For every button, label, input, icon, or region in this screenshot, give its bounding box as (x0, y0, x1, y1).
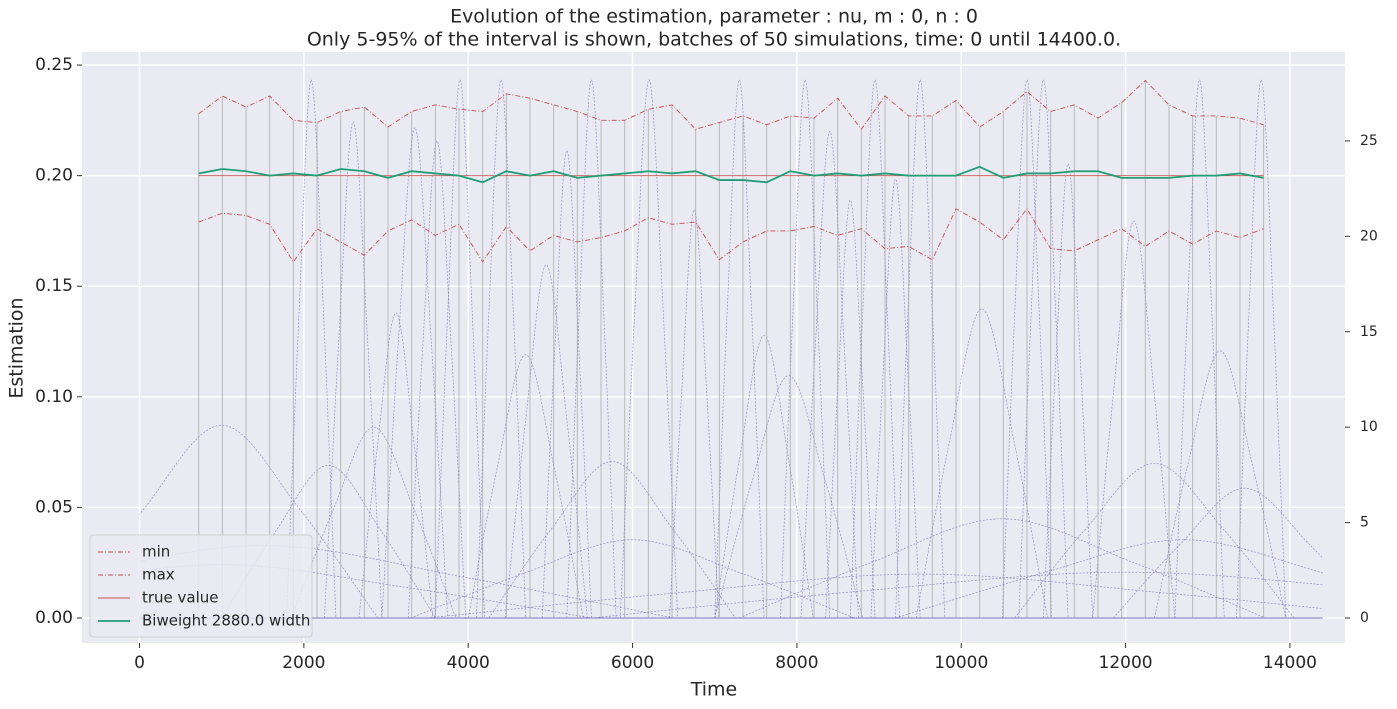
legend-box (89, 534, 313, 638)
legend-label: true value (142, 589, 219, 607)
legend: min max true value Biweight 2880.0 width (89, 534, 313, 638)
series-line (198, 208, 1264, 263)
axes: 0 2000 4000 6000 8000 10000 12000 14000 0.00 0.05… (35, 55, 1378, 673)
y2-tick-label: 15 (1360, 324, 1378, 340)
kernel-curve (410, 539, 855, 619)
y2-tick-label: 0 (1360, 610, 1369, 626)
kernel-curve (1001, 79, 1052, 619)
chart-title: Evolution of the estimation, parameter :… (450, 6, 978, 28)
kernel-curve (476, 79, 527, 619)
x-tick-label: 0 (134, 653, 145, 673)
x-tick-label: 12000 (1099, 653, 1153, 673)
chart-subtitle: Only 5-95% of the interval is shown, bat… (307, 29, 1121, 51)
x-tick-label: 10000 (934, 653, 988, 673)
kernel-curve (714, 375, 863, 619)
y2-tick-label: 25 (1360, 133, 1378, 149)
x-tick-label: 2000 (282, 653, 325, 673)
marks (139, 79, 1323, 619)
kernel-curve (1236, 79, 1287, 619)
kernel-curve (915, 308, 1048, 619)
kernel-curve (504, 264, 588, 619)
kernel-curve (739, 518, 1266, 619)
y-tick-label: 0.25 (35, 55, 73, 75)
x-tick-label: 6000 (611, 653, 654, 673)
kernel-curve (1014, 463, 1295, 619)
kernel-curve (714, 335, 814, 619)
kernel-curve (434, 79, 485, 619)
kernel-curve (849, 79, 900, 619)
legend-label: Biweight 2880.0 width (142, 612, 310, 630)
y-tick-label: 0.10 (35, 387, 73, 407)
x-axis-label: Time (690, 679, 738, 701)
series-line (198, 79, 1264, 130)
y-tick-label: 0.15 (35, 276, 73, 296)
y-axis-label: Estimation (6, 297, 28, 398)
x-tick-label: 8000 (775, 653, 818, 673)
kernel-curve (1018, 79, 1069, 619)
kernel-curve (1092, 220, 1176, 619)
x-tick-label: 4000 (447, 653, 490, 673)
kernel-curve (895, 79, 946, 619)
kernel-curve (381, 127, 449, 619)
series-line (198, 165, 1264, 184)
kernel-curve (407, 140, 467, 619)
kernel-curve (895, 539, 1323, 619)
kernel-curve (358, 312, 434, 619)
kernel-curve (1174, 79, 1225, 619)
kernel-curve (566, 79, 617, 619)
kernel-curve (1154, 350, 1287, 619)
kernel-curve (291, 426, 457, 619)
kernel-curve (1113, 487, 1323, 619)
kernel-curve (139, 564, 592, 619)
kernel-curve (286, 79, 337, 619)
y2-tick-label: 20 (1360, 228, 1378, 244)
kernel-curve (800, 131, 859, 619)
kernel-curve (619, 79, 679, 619)
legend-label: max (142, 566, 175, 584)
y-tick-label: 0.00 (35, 608, 73, 628)
y2-tick-label: 5 (1360, 515, 1369, 531)
kernel-curve (591, 571, 1323, 619)
kernel-curve (427, 573, 1323, 619)
y-tick-label: 0.20 (35, 166, 73, 186)
kernel-curve (324, 121, 383, 619)
kernel-curve (714, 79, 765, 619)
legend-label: min (142, 543, 170, 561)
kernel-curve (870, 178, 921, 619)
y2-tick-label: 10 (1360, 419, 1378, 435)
y-tick-label: 0.05 (35, 497, 73, 517)
kernel-curve (780, 79, 831, 619)
x-tick-label: 14000 (1263, 653, 1317, 673)
kernel-curve (467, 354, 584, 619)
kernel-curve (669, 209, 720, 619)
